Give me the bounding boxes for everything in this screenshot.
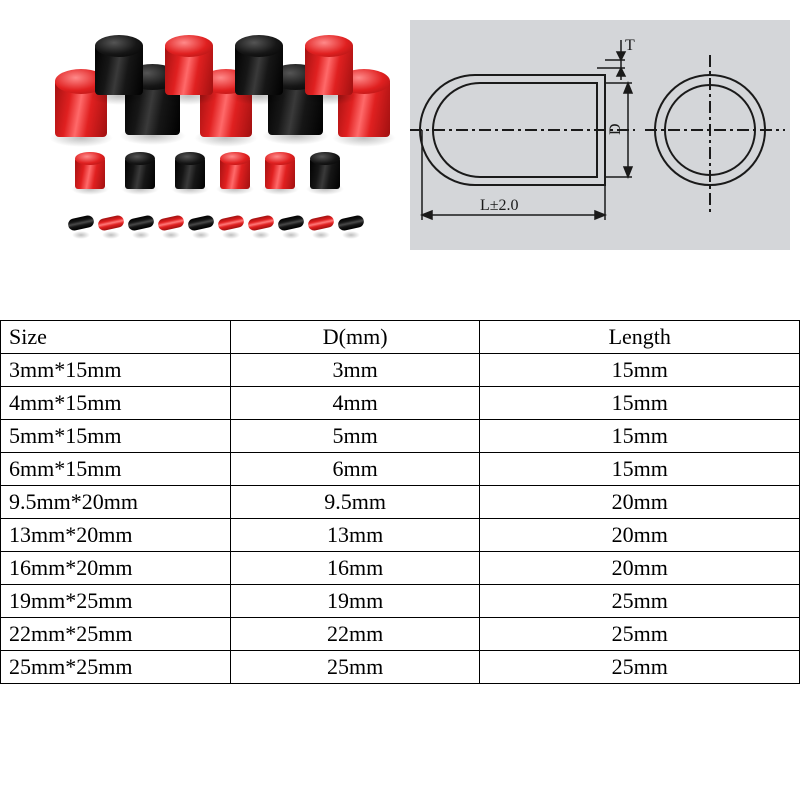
cap-tiny	[277, 214, 305, 231]
diagram-label-l: L±2.0	[480, 197, 519, 214]
table-cell: 3mm*15mm	[1, 354, 231, 387]
cap-large	[305, 40, 353, 95]
size-table: Size D(mm) Length 3mm*15mm3mm15mm4mm*15m…	[0, 320, 800, 684]
col-header-size: Size	[1, 321, 231, 354]
table-cell: 25mm	[480, 585, 800, 618]
table-row: 5mm*15mm5mm15mm	[1, 420, 800, 453]
cap-tiny	[97, 214, 125, 231]
table-cell: 22mm	[230, 618, 480, 651]
cap-medium	[220, 155, 250, 189]
table-cell: 20mm	[480, 519, 800, 552]
table-cell: 20mm	[480, 486, 800, 519]
cap-tiny	[67, 214, 95, 231]
table-cell: 16mm*20mm	[1, 552, 231, 585]
table-cell: 25mm	[480, 618, 800, 651]
table-cell: 25mm*25mm	[1, 651, 231, 684]
table-cell: 3mm	[230, 354, 480, 387]
cap-tiny	[307, 214, 335, 231]
table-cell: 5mm*15mm	[1, 420, 231, 453]
cap-tiny	[247, 214, 275, 231]
diagram-label-d: D	[607, 123, 624, 135]
cap-medium	[125, 155, 155, 189]
table-row: 13mm*20mm13mm20mm	[1, 519, 800, 552]
table-row: 4mm*15mm4mm15mm	[1, 387, 800, 420]
cap-medium	[175, 155, 205, 189]
table-cell: 15mm	[480, 354, 800, 387]
table-cell: 5mm	[230, 420, 480, 453]
table-row: 3mm*15mm3mm15mm	[1, 354, 800, 387]
table-cell: 13mm	[230, 519, 480, 552]
table-cell: 16mm	[230, 552, 480, 585]
cap-tiny	[187, 214, 215, 231]
cap-tiny	[127, 214, 155, 231]
cap-tiny	[157, 214, 185, 231]
table-row: 16mm*20mm16mm20mm	[1, 552, 800, 585]
diagram-label-t: T	[625, 37, 635, 54]
table-cell: 4mm	[230, 387, 480, 420]
table-cell: 9.5mm	[230, 486, 480, 519]
table-cell: 15mm	[480, 453, 800, 486]
table-cell: 6mm	[230, 453, 480, 486]
table-row: 9.5mm*20mm9.5mm20mm	[1, 486, 800, 519]
table-cell: 15mm	[480, 387, 800, 420]
table-cell: 19mm*25mm	[1, 585, 231, 618]
cap-medium	[265, 155, 295, 189]
table-row: 19mm*25mm19mm25mm	[1, 585, 800, 618]
table-row: 22mm*25mm22mm25mm	[1, 618, 800, 651]
cap-medium	[75, 155, 105, 189]
top-section: T D L±2.0	[0, 0, 800, 300]
cap-large	[165, 40, 213, 95]
cap-large	[95, 40, 143, 95]
cap-tiny	[217, 214, 245, 231]
table-cell: 15mm	[480, 420, 800, 453]
cap-tiny	[337, 214, 365, 231]
product-photo	[20, 20, 400, 270]
cap-large	[235, 40, 283, 95]
table-cell: 22mm*25mm	[1, 618, 231, 651]
table-row: 25mm*25mm25mm25mm	[1, 651, 800, 684]
technical-diagram: T D L±2.0	[410, 20, 790, 250]
col-header-d: D(mm)	[230, 321, 480, 354]
table-header-row: Size D(mm) Length	[1, 321, 800, 354]
table-cell: 13mm*20mm	[1, 519, 231, 552]
table-cell: 19mm	[230, 585, 480, 618]
table-cell: 9.5mm*20mm	[1, 486, 231, 519]
table-cell: 25mm	[480, 651, 800, 684]
cap-medium	[310, 155, 340, 189]
col-header-length: Length	[480, 321, 800, 354]
table-cell: 25mm	[230, 651, 480, 684]
table-cell: 4mm*15mm	[1, 387, 231, 420]
table-cell: 20mm	[480, 552, 800, 585]
table-row: 6mm*15mm6mm15mm	[1, 453, 800, 486]
table-cell: 6mm*15mm	[1, 453, 231, 486]
